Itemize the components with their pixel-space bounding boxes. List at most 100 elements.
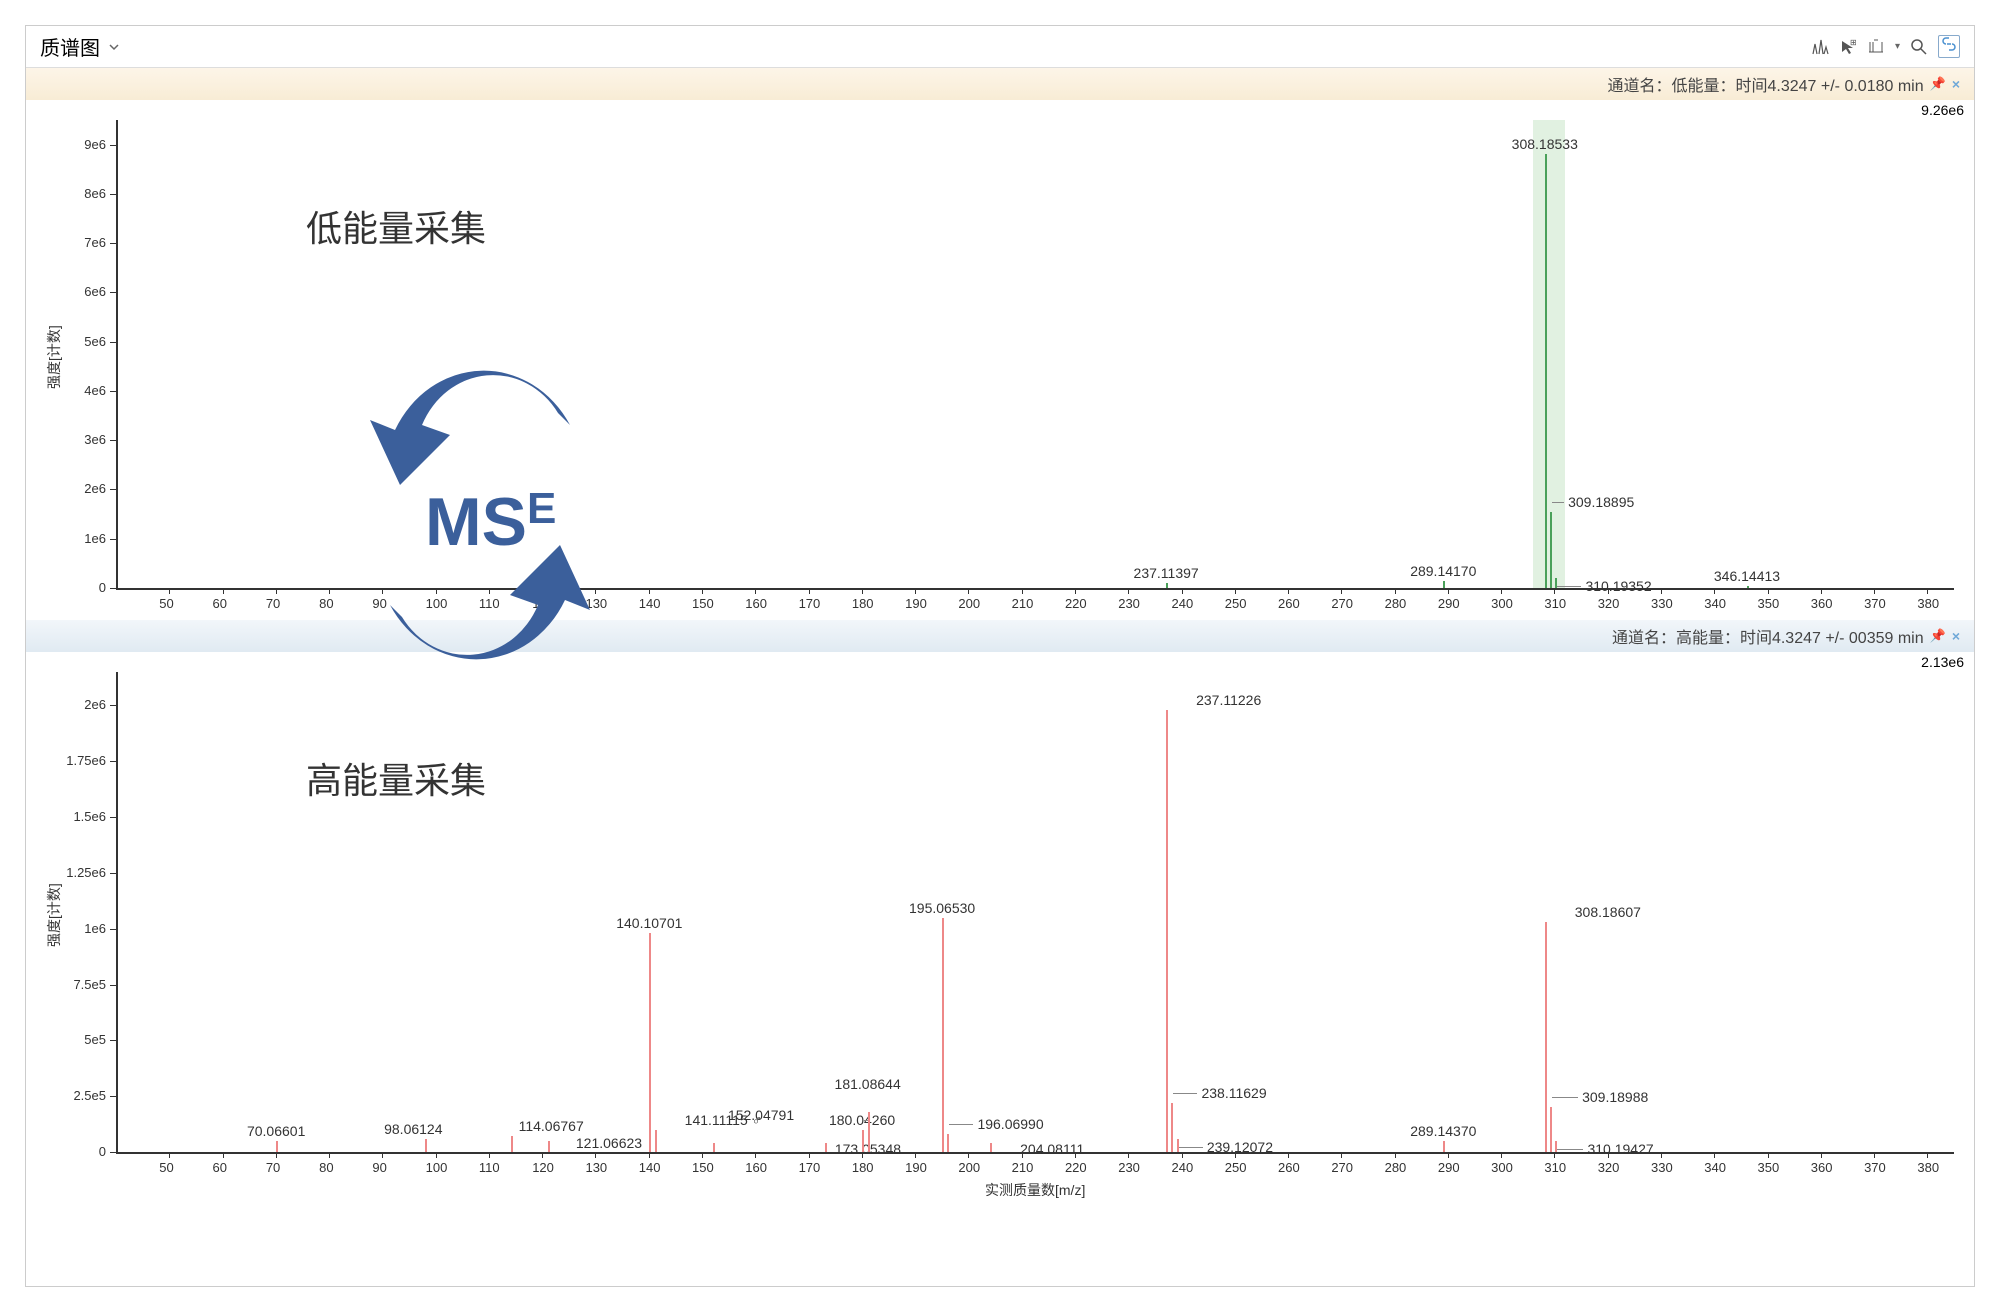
x-tick (1501, 1152, 1502, 1158)
x-tick (1288, 588, 1289, 594)
chart2-overlay-title: 高能量采集 (306, 752, 486, 804)
x-tick (1821, 588, 1822, 594)
peak (1166, 710, 1168, 1152)
x-tick (809, 588, 810, 594)
link-icon[interactable] (1938, 35, 1960, 58)
x-tick-label: 230 (1118, 1160, 1140, 1175)
x-tick (1768, 588, 1769, 594)
y-tick-label: 2e6 (84, 697, 106, 712)
x-tick-label: 200 (958, 596, 980, 611)
peak (649, 933, 651, 1152)
y-axis (116, 672, 118, 1152)
x-tick-label: 240 (1172, 596, 1194, 611)
x-tick-label: 300 (1491, 1160, 1513, 1175)
x-tick (1022, 588, 1023, 594)
peak-label: 309.18988 (1582, 1089, 1648, 1105)
peak (1177, 1139, 1179, 1152)
channel-bar-low: 通道名：低能量：时间4.3247 +/- 0.0180 min 📌 × (26, 68, 1974, 100)
peak (1545, 922, 1547, 1152)
x-tick-label: 340 (1704, 1160, 1726, 1175)
x-tick-label: 120 (532, 1160, 554, 1175)
peaks-icon[interactable] (1811, 38, 1829, 56)
x-tick-label: 200 (958, 1160, 980, 1175)
y-tick (110, 588, 116, 589)
x-tick (649, 1152, 650, 1158)
leader-line (1552, 1097, 1578, 1098)
peak (1166, 583, 1168, 588)
x-tick (809, 1152, 810, 1158)
x-tick (329, 1152, 330, 1158)
x-tick-label: 150 (692, 1160, 714, 1175)
x-tick (1554, 1152, 1555, 1158)
x-tick-label: 270 (1331, 1160, 1353, 1175)
y-tick-label: 2e6 (84, 481, 106, 496)
zoom-range-icon[interactable] (1867, 38, 1885, 56)
x-tick-label: 180 (852, 596, 874, 611)
x-tick-label: 160 (745, 1160, 767, 1175)
x-tick-label: 380 (1917, 596, 1939, 611)
view-dropdown[interactable]: 质谱图 (40, 32, 120, 61)
close-icon[interactable]: × (1952, 76, 1960, 92)
channel-bar-high: 通道名：高能量：时间4.3247 +/- 00359 min 📌 × (26, 620, 1974, 652)
cursor-icon[interactable]: ⊞ (1839, 38, 1857, 56)
chevron-down-icon (108, 41, 120, 53)
y-tick (110, 817, 116, 818)
peak (990, 1143, 992, 1152)
x-tick-label: 220 (1065, 1160, 1087, 1175)
y-tick (110, 1040, 116, 1041)
x-tick-label: 310 (1544, 596, 1566, 611)
x-tick-label: 230 (1118, 596, 1140, 611)
peak-label: 309.18895 (1568, 494, 1634, 510)
x-tick-label: 170 (799, 596, 821, 611)
x-tick-label: 290 (1438, 1160, 1460, 1175)
close-icon[interactable]: × (1952, 628, 1960, 644)
x-tick (223, 588, 224, 594)
x-tick-label: 330 (1651, 596, 1673, 611)
pin-icon[interactable]: 📌 (1930, 76, 1946, 92)
x-tick (915, 1152, 916, 1158)
low-energy-spectrum[interactable]: 9.26e6 低能量采集 506070809010011012013014015… (26, 100, 1974, 620)
pin-icon[interactable]: 📌 (1930, 628, 1946, 644)
x-tick (489, 1152, 490, 1158)
y-tick-label: 8e6 (84, 186, 106, 201)
x-tick-label: 50 (159, 1160, 173, 1175)
high-energy-spectrum[interactable]: 2.13e6 高能量采集 506070809010011012013014015… (26, 652, 1974, 1202)
search-icon[interactable] (1910, 38, 1928, 56)
x-tick (1448, 1152, 1449, 1158)
channel-label-low: 通道名：低能量：时间4.3247 +/- 0.0180 min (1608, 72, 1924, 96)
y-tick (110, 761, 116, 762)
y-tick (110, 292, 116, 293)
peak-label: 346.14413 (1714, 568, 1780, 584)
x-tick (223, 1152, 224, 1158)
x-axis-label: 实测质量数[m/z] (985, 1180, 1085, 1200)
dropdown-small-icon[interactable]: ▾ (1895, 41, 1900, 52)
leader-line (1552, 502, 1564, 503)
peak (825, 1143, 827, 1152)
peak-label: 308.18533 (1512, 136, 1578, 152)
y-axis-label: 强度[计数] (44, 325, 64, 389)
x-tick-label: 260 (1278, 596, 1300, 611)
y-tick (110, 194, 116, 195)
y-tick-label: 4e6 (84, 383, 106, 398)
x-tick-label: 100 (426, 1160, 448, 1175)
leader-line (949, 1124, 973, 1125)
x-tick (1341, 1152, 1342, 1158)
x-tick (1341, 588, 1342, 594)
peak (1555, 1141, 1557, 1152)
x-tick-label: 160 (745, 596, 767, 611)
y-tick-label: 7e6 (84, 235, 106, 250)
peak (1550, 1107, 1552, 1152)
x-tick (169, 588, 170, 594)
x-tick-label: 340 (1704, 596, 1726, 611)
y-tick (110, 705, 116, 706)
x-tick (755, 1152, 756, 1158)
peak (942, 918, 944, 1152)
peak-label: 114.06767 (519, 1118, 584, 1134)
y-tick-label: 6e6 (84, 284, 106, 299)
x-tick (702, 1152, 703, 1158)
y-tick-label: 5e5 (84, 1032, 106, 1047)
peak (1550, 512, 1552, 588)
x-tick-label: 140 (639, 1160, 661, 1175)
peak-label: 121.06623 (576, 1135, 642, 1151)
peak-label: 98.06124 (384, 1121, 442, 1137)
